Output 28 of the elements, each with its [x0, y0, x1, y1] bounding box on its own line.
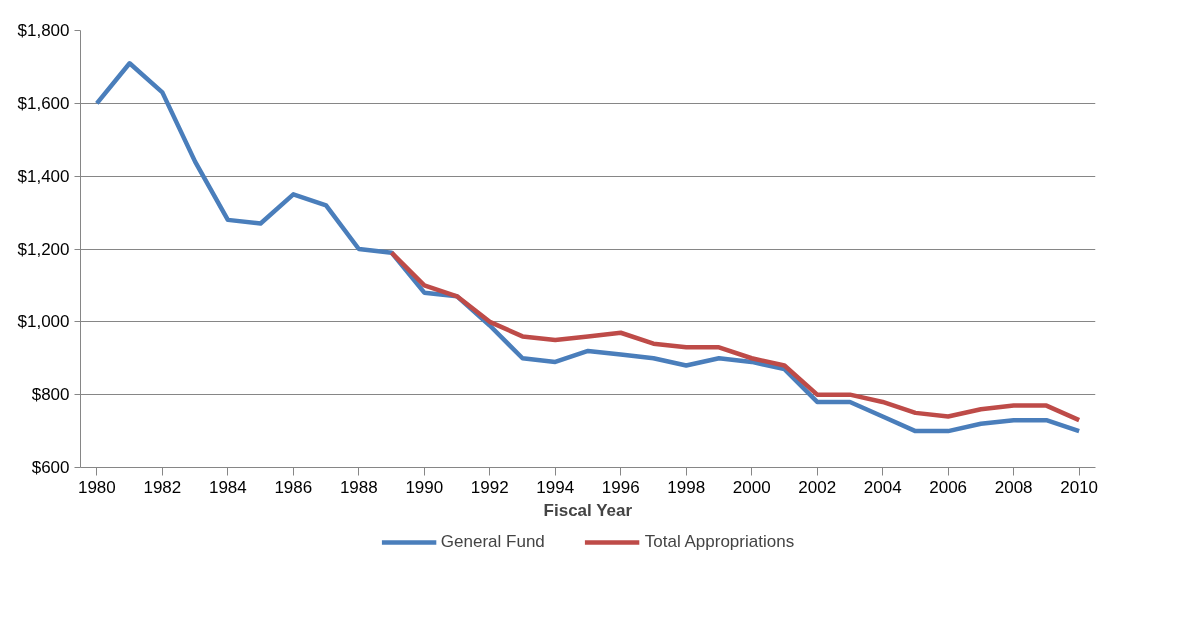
x-tick-label: 1984	[208, 477, 247, 497]
x-tick-label: 2010	[1060, 477, 1099, 497]
x-tick-label: 1990	[405, 477, 444, 497]
x-tick-label: 1996	[601, 477, 640, 497]
x-tick-label: 1998	[667, 477, 706, 497]
x-tick-label: 2002	[798, 477, 837, 497]
x-tick-label: 1982	[143, 477, 182, 497]
x-tick-label: 1992	[470, 477, 509, 497]
x-tick-label: 1980	[77, 477, 116, 497]
y-tick-label: $1,400	[17, 166, 70, 186]
x-tick-label: 1988	[339, 477, 378, 497]
legend-label: Total Appropriations	[644, 532, 795, 552]
x-tick-label: 1994	[536, 477, 575, 497]
y-tick-label: $1,000	[17, 312, 70, 332]
legend-label: General Fund	[440, 532, 545, 552]
y-tick-label: $1,600	[17, 93, 70, 113]
x-tick-label: 1986	[274, 477, 313, 497]
x-tick-label: 2000	[732, 477, 771, 497]
line-series	[94, 61, 1082, 434]
y-tick-label: $800	[31, 385, 70, 405]
y-tick-label: $600	[31, 458, 70, 477]
x-tick-label: 2004	[863, 477, 902, 497]
line-series	[389, 250, 1082, 423]
y-tick-label: $1,800	[17, 21, 70, 40]
x-tick-label: 2008	[994, 477, 1033, 497]
x-axis-title: Fiscal Year	[543, 500, 633, 520]
y-tick-label: $1,200	[17, 239, 70, 259]
x-tick-label: 2006	[929, 477, 968, 497]
